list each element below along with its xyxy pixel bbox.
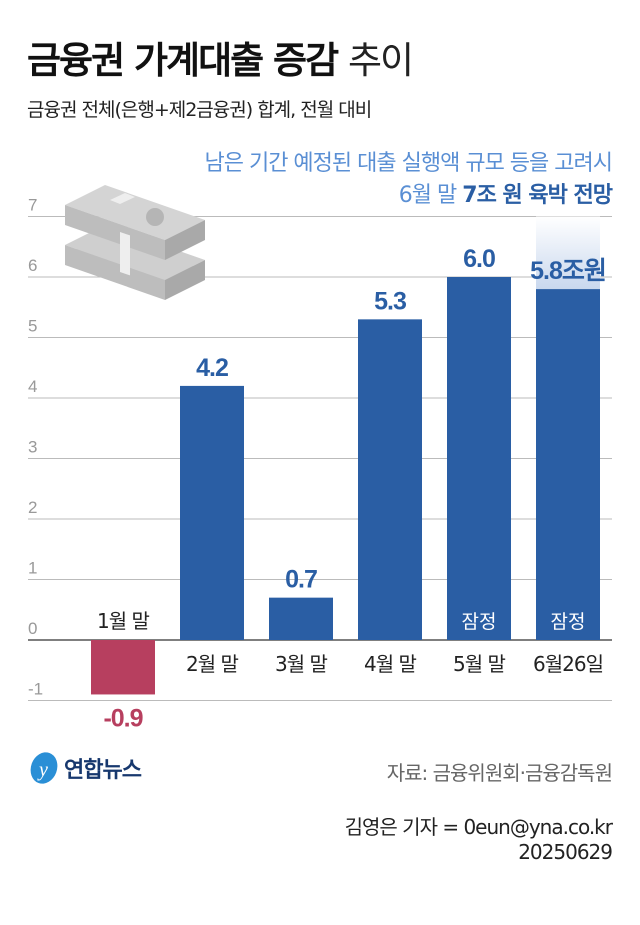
title-light: 추이 <box>348 39 414 82</box>
y-tick-label: 3 <box>28 438 37 457</box>
logo-text: 연합뉴스 <box>64 758 142 783</box>
reporter-credit: 김영은 기자 = 0eun@yna.co.kr <box>344 815 613 839</box>
y-tick-label: 2 <box>28 498 37 517</box>
chart-subtitle: 금융권 전체(은행+제2금융권) 합계, 전월 대비 <box>27 99 372 121</box>
y-tick-label: -1 <box>28 680 43 699</box>
y-tick-label: 4 <box>28 377 37 396</box>
y-tick-label: 1 <box>28 559 37 578</box>
chart-title: 금융권 가계대출 증감 추이 <box>27 30 414 84</box>
annotation-line1: 남은 기간 예정된 대출 실행액 규모 등을 고려시 <box>204 151 613 176</box>
category-label: 6월26일 <box>533 652 603 676</box>
value-label: 5.3 <box>374 287 406 315</box>
bar <box>358 319 422 640</box>
category-label: 3월 말 <box>275 652 327 676</box>
value-label: 6.0 <box>463 245 495 273</box>
value-label: -0.9 <box>103 704 142 732</box>
annotation-highlight: 7조 원 육박 전망 <box>462 183 613 208</box>
yonhap-logo: y 연합뉴스 <box>28 750 142 786</box>
value-label: 0.7 <box>285 566 317 594</box>
source: 자료: 금융위원회·금융감독원 <box>386 761 613 785</box>
category-label: 2월 말 <box>186 652 238 676</box>
bar <box>269 597 333 640</box>
y-tick-label: 5 <box>28 317 37 336</box>
projection-bar <box>536 216 600 290</box>
value-label: 4.2 <box>196 354 228 382</box>
bar <box>91 640 155 695</box>
bar <box>447 277 511 640</box>
category-label: 4월 말 <box>364 652 416 676</box>
publish-date: 20250629 <box>518 840 613 864</box>
projection-annotation: 남은 기간 예정된 대출 실행액 규모 등을 고려시 6월 말 7조 원 육박 … <box>204 148 613 212</box>
money-stack-icon <box>65 185 205 300</box>
svg-text:y: y <box>37 759 48 781</box>
category-label: 1월 말 <box>97 609 149 633</box>
bar <box>536 289 600 640</box>
title-bold: 금융권 가계대출 증감 <box>27 39 339 82</box>
annotation-prefix: 6월 말 <box>398 183 457 208</box>
category-label: 5월 말 <box>453 652 505 676</box>
y-tick-label: 6 <box>28 256 37 275</box>
preliminary-note: 잠정 <box>462 611 497 633</box>
preliminary-note: 잠정 <box>551 611 586 633</box>
yonhap-logo-icon: y <box>30 752 58 784</box>
y-tick-label: 0 <box>28 619 37 638</box>
bar <box>180 385 244 640</box>
credit: 김영은 기자 = 0eun@yna.co.kr 20250629 <box>344 815 613 865</box>
value-label: 5.8조원 <box>530 257 606 285</box>
y-tick-label: 7 <box>28 196 37 215</box>
